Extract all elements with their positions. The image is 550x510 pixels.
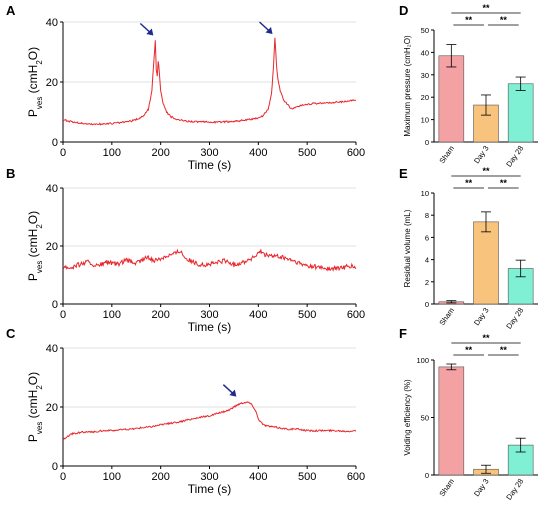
y-tick-label: 2 <box>425 278 429 287</box>
significance-label: ** <box>465 345 473 355</box>
y-tick-label: 40 <box>421 48 429 57</box>
category-label: Day 3 <box>472 477 491 498</box>
pressure-trace <box>62 401 357 441</box>
y-tick-label: 40 <box>46 343 58 355</box>
y-tick-label: 0 <box>425 138 429 147</box>
y-tick-label: 50 <box>421 26 429 35</box>
y-tick-label: 0 <box>52 299 58 311</box>
category-label: Day 3 <box>472 144 491 165</box>
x-tick-label: 300 <box>200 147 218 159</box>
x-tick-label: 300 <box>200 309 218 321</box>
panel-letter-f: F <box>399 326 407 341</box>
significance-label: ** <box>482 166 490 176</box>
x-tick-label: 400 <box>249 147 267 159</box>
x-axis-label: Time (s) <box>188 482 232 496</box>
bar-chart-d: 0 10 20 30 40 50 Maximum pressure (cmH₂O) Sham D… <box>403 3 538 169</box>
x-tick-label: 300 <box>200 471 218 483</box>
x-tick-label: 200 <box>151 309 169 321</box>
panel-letter-b: B <box>6 166 15 181</box>
x-tick-label: 600 <box>347 471 365 483</box>
bar-chart-e: 0 2 4 6 8 10 Residual volume (mL) Sham Day 3 Day … <box>403 166 538 331</box>
x-tick-label: 200 <box>151 471 169 483</box>
y-tick-label: 6 <box>425 233 429 242</box>
x-tick-label: 400 <box>249 309 267 321</box>
y-tick-label: 40 <box>46 183 58 195</box>
significance-label: ** <box>465 178 473 188</box>
y-tick-label: 20 <box>46 402 58 414</box>
bar <box>507 83 534 143</box>
significance-label: ** <box>500 345 508 355</box>
y-tick-label: 0 <box>425 471 429 480</box>
panel-letter-e: E <box>399 166 408 181</box>
x-tick-label: 100 <box>103 147 121 159</box>
significance-label: ** <box>500 15 508 25</box>
y-axis-label: Pves (cmH2O) <box>26 211 44 281</box>
y-tick-label: 50 <box>421 414 429 423</box>
significance-label: ** <box>482 333 490 343</box>
category-label: Day 28 <box>504 306 525 331</box>
y-tick-label: 0 <box>425 300 429 309</box>
x-tick-label: 500 <box>298 147 316 159</box>
panel-letter-a: A <box>6 3 16 18</box>
x-tick-label: 0 <box>60 147 66 159</box>
x-tick-label: 400 <box>249 471 267 483</box>
y-tick-label: 0 <box>52 461 58 473</box>
y-tick-label: 30 <box>421 71 429 80</box>
category-label: Sham <box>437 144 456 165</box>
significance-label: ** <box>482 3 490 13</box>
line-chart-a: 0 100 200 300 400 500 600 0 20 40 Time (s) Pves (cm… <box>26 17 365 172</box>
y-tick-label: 40 <box>46 17 58 29</box>
line-chart-b: 0 100 200 300 400 500 600 0 20 40 Time (s) Pves (cm… <box>26 183 365 334</box>
x-tick-label: 0 <box>60 309 66 321</box>
category-label: Day 28 <box>504 477 525 502</box>
y-tick-label: 20 <box>46 77 58 89</box>
y-axis-label: Voiding efficiency (%) <box>403 379 412 456</box>
x-tick-label: 500 <box>298 471 316 483</box>
x-tick-label: 600 <box>347 309 365 321</box>
x-tick-label: 100 <box>103 309 121 321</box>
category-label: Day 3 <box>472 306 491 327</box>
y-tick-label: 10 <box>421 116 429 125</box>
y-axis-label: Residual volume (mL) <box>403 209 412 287</box>
category-label: Sham <box>437 306 456 327</box>
x-axis-label: Time (s) <box>188 158 232 172</box>
pressure-trace <box>62 248 357 273</box>
significance-label: ** <box>500 178 508 188</box>
panel-letter-d: D <box>399 3 408 18</box>
bar <box>438 55 465 143</box>
x-tick-label: 100 <box>103 471 121 483</box>
arrow-head-icon <box>146 28 154 36</box>
category-label: Day 28 <box>504 144 525 169</box>
y-tick-label: 8 <box>425 211 429 220</box>
y-tick-label: 10 <box>421 189 429 198</box>
arrow-head-icon <box>229 389 237 397</box>
panel-letter-c: C <box>6 326 16 341</box>
bar-chart-f: 0 50 100 Voiding efficiency (%) Sham Day 3 Day… <box>403 333 538 502</box>
bar <box>438 366 465 476</box>
x-tick-label: 500 <box>298 309 316 321</box>
category-label: Sham <box>437 477 456 498</box>
y-tick-label: 4 <box>425 256 429 265</box>
y-tick-label: 100 <box>416 356 429 365</box>
x-axis-label: Time (s) <box>188 320 232 334</box>
y-axis-label: Pves (cmH2O) <box>26 372 44 442</box>
y-tick-label: 20 <box>421 93 429 102</box>
pressure-trace <box>62 37 357 126</box>
significance-label: ** <box>465 15 473 25</box>
arrow-head-icon <box>265 27 273 34</box>
y-tick-label: 20 <box>46 241 58 253</box>
y-tick-label: 0 <box>52 137 58 149</box>
bar <box>473 221 499 305</box>
y-axis-label: Maximum pressure (cmH₂O) <box>403 35 412 137</box>
line-chart-c: 0 100 200 300 400 500 600 0 20 40 Time (s) Pves (cm… <box>26 343 365 496</box>
x-tick-label: 0 <box>60 471 66 483</box>
x-tick-label: 600 <box>347 147 365 159</box>
x-tick-label: 200 <box>151 147 169 159</box>
y-axis-label: Pves (cmH2O) <box>26 47 44 117</box>
